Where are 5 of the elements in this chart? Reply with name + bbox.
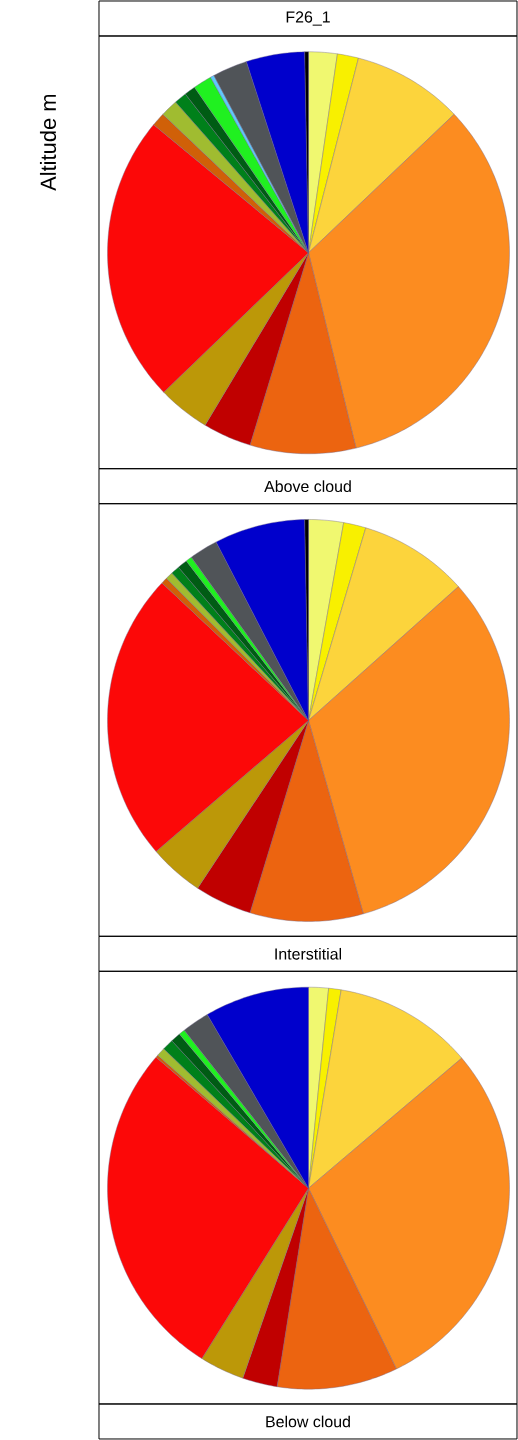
text: Above cloud — [264, 480, 351, 493]
text: Below cloud — [266, 1415, 350, 1428]
text: Altitude m — [39, 94, 57, 191]
text: Interstitial — [275, 947, 342, 960]
chart-title: F26_1 — [286, 11, 330, 26]
